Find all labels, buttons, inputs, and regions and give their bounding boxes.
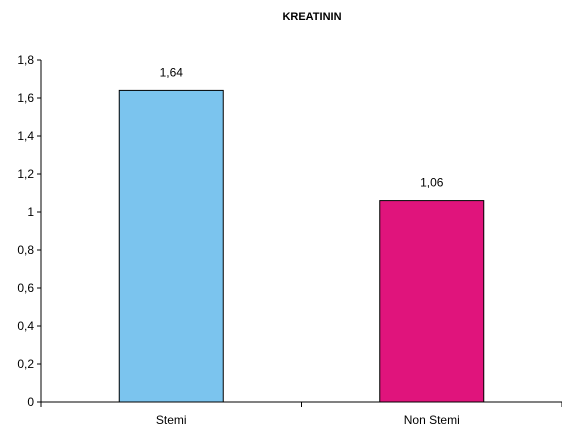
x-category-label: Stemi [156, 413, 187, 427]
bar-data-label: 1,06 [420, 176, 444, 190]
y-tick-label: 1 [27, 205, 34, 219]
y-tick-label: 1,4 [17, 129, 34, 143]
y-tick-label: 1,8 [17, 53, 34, 67]
bar-stemi [118, 89, 224, 403]
y-axis: 0 0,2 0,4 0,6 0,8 1 1,2 1,4 1,6 1,8 [17, 53, 42, 409]
y-tick-label: 0,8 [17, 243, 34, 257]
bar-data-label: 1,64 [160, 65, 184, 79]
bars [118, 89, 485, 403]
y-tick-label: 0,4 [17, 319, 34, 333]
y-tick-label: 1,2 [17, 167, 34, 181]
bar-non-stemi [379, 200, 485, 403]
y-tick-label: 0 [27, 395, 34, 409]
chart-title: KREATININ [282, 11, 341, 23]
y-tick-label: 1,6 [17, 91, 34, 105]
y-tick-label: 0,2 [17, 357, 34, 371]
x-axis: Stemi Non Stemi [40, 401, 562, 427]
y-tick-label: 0,6 [17, 281, 34, 295]
data-labels: 1,64 1,06 [160, 65, 444, 189]
x-category-label: Non Stemi [404, 413, 460, 427]
